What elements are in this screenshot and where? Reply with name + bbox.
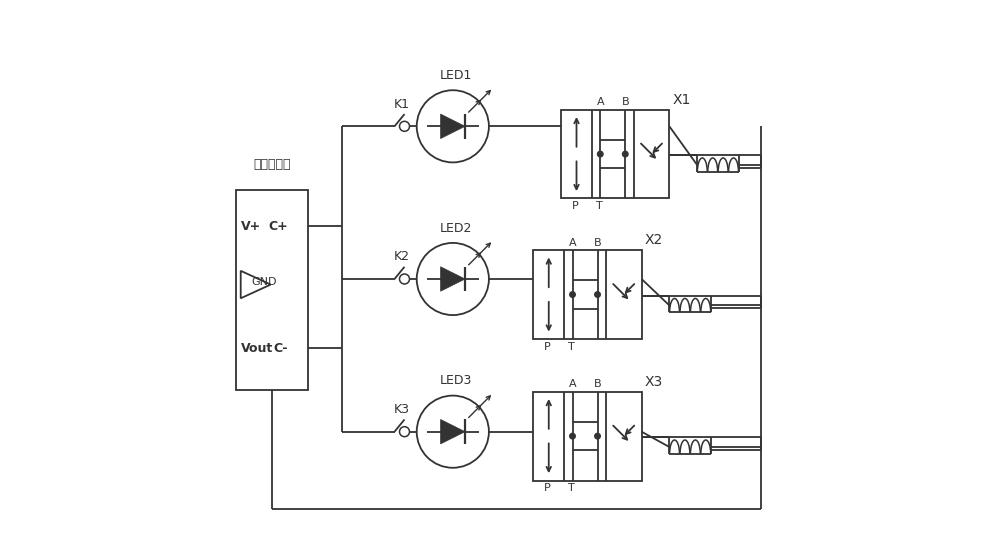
Text: X2: X2	[644, 233, 663, 247]
Text: C+: C+	[268, 220, 288, 233]
Text: A: A	[596, 98, 604, 108]
Circle shape	[570, 292, 575, 297]
Text: LED2: LED2	[439, 222, 472, 234]
Text: X1: X1	[672, 93, 690, 107]
Text: A: A	[569, 379, 576, 389]
Circle shape	[623, 151, 628, 157]
Text: Vout: Vout	[241, 342, 273, 355]
Text: X3: X3	[644, 375, 663, 389]
Text: A: A	[569, 238, 576, 248]
Bar	[561, 110, 669, 199]
Text: B: B	[594, 238, 601, 248]
Text: LED3: LED3	[439, 374, 472, 387]
Polygon shape	[441, 114, 465, 138]
Circle shape	[570, 434, 575, 439]
Bar	[236, 190, 308, 390]
Text: LED1: LED1	[439, 69, 472, 82]
Text: B: B	[621, 98, 629, 108]
Text: P: P	[544, 483, 551, 493]
Text: V+: V+	[241, 220, 261, 233]
Text: B: B	[594, 379, 601, 389]
Text: 电压转换器: 电压转换器	[254, 158, 291, 171]
Circle shape	[597, 151, 603, 157]
Bar	[533, 250, 642, 339]
Circle shape	[595, 434, 600, 439]
Text: T: T	[596, 201, 603, 211]
Polygon shape	[441, 420, 465, 444]
Text: K3: K3	[393, 403, 409, 416]
Bar	[533, 392, 642, 480]
Text: GND: GND	[251, 277, 277, 287]
Polygon shape	[441, 267, 465, 291]
Text: T: T	[568, 483, 575, 493]
Text: T: T	[568, 341, 575, 352]
Text: P: P	[544, 341, 551, 352]
Text: P: P	[572, 201, 578, 211]
Text: C-: C-	[273, 342, 288, 355]
Text: K1: K1	[393, 98, 409, 111]
Text: K2: K2	[393, 251, 409, 263]
Circle shape	[595, 292, 600, 297]
